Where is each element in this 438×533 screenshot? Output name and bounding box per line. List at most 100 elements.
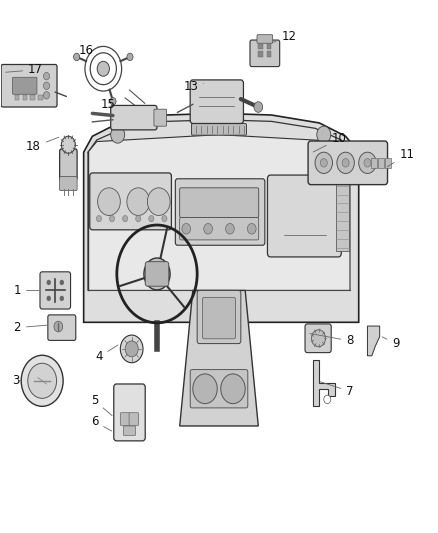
Circle shape — [43, 72, 49, 80]
Circle shape — [359, 152, 376, 173]
FancyBboxPatch shape — [257, 35, 273, 43]
Text: 15: 15 — [100, 98, 115, 111]
Circle shape — [193, 374, 217, 403]
Circle shape — [317, 126, 331, 143]
Text: 11: 11 — [387, 148, 414, 167]
Text: 16: 16 — [78, 44, 99, 57]
FancyBboxPatch shape — [12, 77, 37, 94]
Circle shape — [204, 223, 212, 234]
FancyBboxPatch shape — [90, 173, 171, 230]
Text: 9: 9 — [382, 337, 399, 350]
Circle shape — [123, 215, 128, 222]
Bar — [267, 44, 272, 49]
Circle shape — [96, 215, 102, 222]
FancyBboxPatch shape — [1, 64, 57, 107]
Circle shape — [111, 126, 125, 143]
Circle shape — [148, 188, 170, 215]
Circle shape — [43, 92, 49, 99]
Circle shape — [136, 215, 141, 222]
Bar — [371, 158, 377, 168]
FancyBboxPatch shape — [191, 124, 247, 135]
Text: 7: 7 — [320, 382, 354, 398]
FancyBboxPatch shape — [190, 80, 244, 124]
FancyBboxPatch shape — [114, 384, 145, 441]
Text: 18: 18 — [26, 137, 59, 154]
Text: 6: 6 — [91, 415, 112, 431]
Circle shape — [46, 280, 51, 285]
Circle shape — [110, 98, 116, 105]
Circle shape — [28, 364, 57, 398]
FancyBboxPatch shape — [308, 141, 388, 184]
Circle shape — [311, 330, 325, 347]
Circle shape — [125, 341, 138, 357]
FancyBboxPatch shape — [197, 290, 241, 344]
FancyBboxPatch shape — [111, 106, 157, 130]
FancyBboxPatch shape — [175, 179, 265, 245]
Polygon shape — [84, 114, 359, 322]
Circle shape — [60, 296, 64, 301]
Text: 4: 4 — [95, 345, 118, 364]
FancyBboxPatch shape — [124, 426, 136, 435]
FancyBboxPatch shape — [336, 182, 349, 251]
FancyBboxPatch shape — [120, 413, 130, 425]
FancyBboxPatch shape — [268, 175, 341, 257]
Circle shape — [162, 215, 167, 222]
Circle shape — [60, 280, 64, 285]
Circle shape — [247, 223, 256, 234]
Circle shape — [254, 102, 263, 112]
Bar — [385, 158, 391, 168]
FancyBboxPatch shape — [40, 272, 71, 309]
Bar — [22, 95, 27, 100]
Text: 3: 3 — [12, 374, 21, 387]
Circle shape — [127, 53, 133, 61]
FancyBboxPatch shape — [202, 297, 236, 339]
Bar — [258, 44, 263, 49]
Circle shape — [110, 215, 115, 222]
Polygon shape — [88, 135, 350, 290]
Circle shape — [364, 159, 371, 167]
Circle shape — [54, 321, 63, 332]
Text: 2: 2 — [14, 321, 47, 334]
Circle shape — [144, 258, 170, 290]
Circle shape — [315, 152, 332, 173]
Bar — [258, 51, 263, 56]
Circle shape — [120, 335, 143, 363]
Circle shape — [97, 61, 110, 76]
FancyBboxPatch shape — [180, 188, 259, 217]
Circle shape — [182, 223, 191, 234]
FancyBboxPatch shape — [60, 149, 77, 180]
Circle shape — [149, 215, 154, 222]
Circle shape — [21, 356, 63, 406]
Text: 10: 10 — [313, 132, 346, 152]
Text: 12: 12 — [274, 30, 297, 43]
Circle shape — [320, 159, 327, 167]
FancyBboxPatch shape — [60, 176, 77, 190]
Circle shape — [127, 188, 150, 215]
Bar — [30, 95, 35, 100]
Circle shape — [337, 152, 354, 173]
Text: 1: 1 — [14, 284, 39, 297]
Polygon shape — [313, 360, 335, 406]
FancyBboxPatch shape — [305, 324, 331, 353]
FancyBboxPatch shape — [180, 217, 259, 240]
FancyBboxPatch shape — [145, 262, 169, 286]
Circle shape — [74, 53, 80, 61]
Bar — [38, 95, 42, 100]
Circle shape — [61, 136, 75, 154]
Circle shape — [43, 82, 49, 90]
FancyBboxPatch shape — [250, 40, 280, 67]
Polygon shape — [367, 326, 380, 356]
Circle shape — [46, 296, 51, 301]
Bar — [14, 95, 19, 100]
Circle shape — [342, 159, 349, 167]
Circle shape — [221, 374, 245, 403]
Text: 8: 8 — [310, 334, 353, 348]
FancyBboxPatch shape — [48, 315, 76, 341]
Polygon shape — [180, 290, 258, 426]
Bar — [267, 51, 272, 56]
Text: 13: 13 — [183, 80, 204, 93]
Circle shape — [226, 223, 234, 234]
Text: 5: 5 — [91, 394, 112, 416]
FancyBboxPatch shape — [154, 109, 166, 126]
Circle shape — [98, 188, 120, 215]
